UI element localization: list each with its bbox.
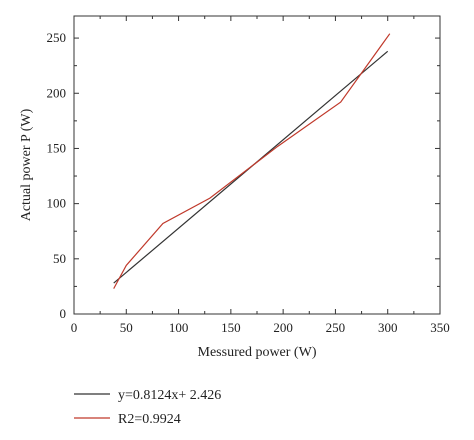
legend-label-measured-line: R2=0.9924 [118,412,181,427]
plot-frame [73,15,441,315]
x-tick-label: 300 [378,320,398,335]
y-tick-label: 200 [47,85,67,100]
legend-label-fit-line: y=0.8124x+ 2.426 [118,388,221,403]
plot-border [73,15,441,315]
x-tick-label: 50 [120,320,133,335]
x-tick-label: 0 [71,320,78,335]
y-axis-title: Actual power P (W) [19,108,34,221]
series-measured-line [113,33,391,289]
x-axis-ticks: 0 50 100 150 200 250 300 350 [71,16,450,335]
x-tick-label: 200 [273,320,293,335]
y-axis-ticks: 0 50 100 150 200 250 [47,30,440,321]
y-tick-label: 100 [47,196,67,211]
x-tick-label: 350 [430,320,450,335]
y-tick-label: 150 [47,140,67,155]
x-axis-title: Messured power (W) [198,345,317,360]
x-tick-label: 100 [169,320,189,335]
y-tick-label: 0 [60,306,67,321]
x-tick-label: 150 [221,320,241,335]
y-tick-label: 50 [53,251,66,266]
x-tick-label: 250 [326,320,346,335]
y-tick-label: 250 [47,30,67,45]
legend: y=0.8124x+ 2.426 R2=0.9924 [74,388,221,427]
series-layer [113,33,391,289]
